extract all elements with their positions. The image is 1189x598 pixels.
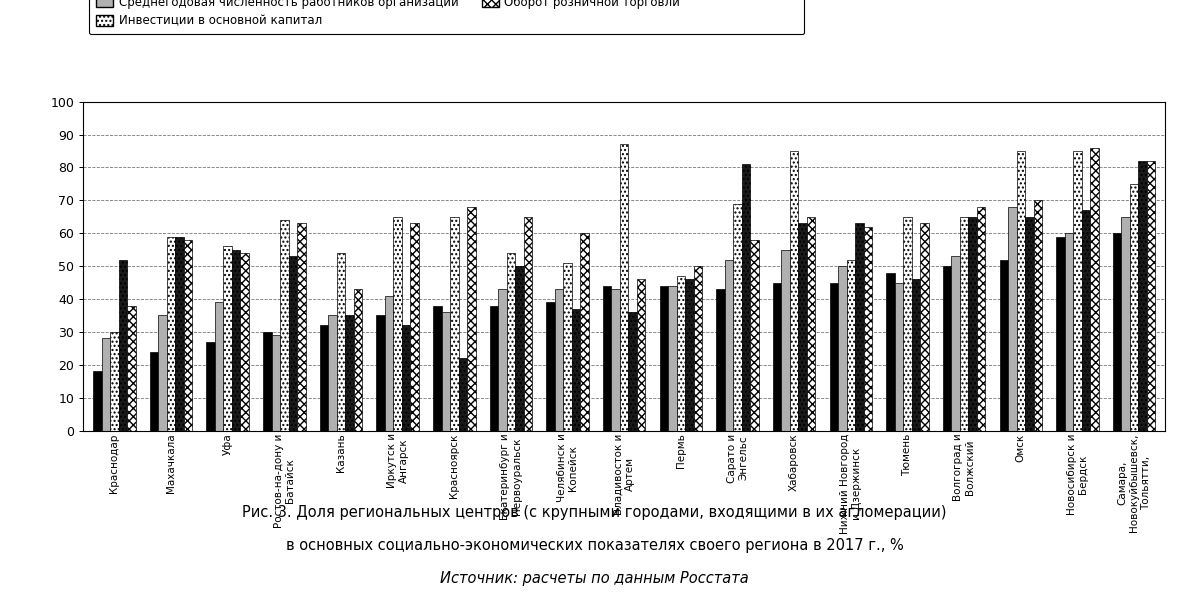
Bar [166, 237, 175, 431]
Bar [716, 289, 725, 431]
Bar [894, 282, 904, 431]
Bar [224, 246, 232, 431]
Bar [175, 237, 184, 431]
Text: Источник: расчеты по данным Росстата: Источник: расчеты по данным Росстата [440, 571, 749, 586]
Bar [158, 316, 166, 431]
Bar [920, 223, 929, 431]
Bar [904, 216, 912, 431]
Bar [1074, 151, 1082, 431]
Bar [1082, 210, 1090, 431]
Bar [564, 263, 572, 431]
Bar [637, 279, 646, 431]
Bar [943, 266, 951, 431]
Bar [1000, 260, 1008, 431]
Bar [912, 279, 920, 431]
Bar [127, 306, 136, 431]
Bar [215, 303, 224, 431]
Bar [410, 223, 419, 431]
Bar [377, 316, 385, 431]
Bar [951, 256, 960, 431]
Bar [629, 312, 637, 431]
Bar [977, 207, 986, 431]
Bar [734, 203, 742, 431]
Bar [1090, 148, 1099, 431]
Bar [1130, 184, 1138, 431]
Bar [1138, 161, 1147, 431]
Bar [232, 250, 240, 431]
Bar [394, 216, 402, 431]
Bar [433, 306, 441, 431]
Bar [781, 250, 789, 431]
Bar [693, 266, 703, 431]
Bar [336, 253, 345, 431]
Bar [207, 341, 215, 431]
Bar [93, 371, 101, 431]
Bar [449, 216, 459, 431]
Bar [1113, 233, 1121, 431]
Text: в основных социально-экономических показателях своего региона в 2017 г., %: в основных социально-экономических показ… [285, 538, 904, 553]
Bar [111, 332, 119, 431]
Bar [240, 253, 249, 431]
Bar [742, 164, 750, 431]
Bar [328, 316, 336, 431]
Bar [289, 256, 297, 431]
Bar [498, 289, 507, 431]
Bar [150, 352, 158, 431]
Bar [297, 223, 306, 431]
Bar [677, 276, 685, 431]
Bar [619, 145, 629, 431]
Text: Рис. 3. Доля региональных центров (с крупными городами, входящими в их агломерац: Рис. 3. Доля региональных центров (с кру… [243, 505, 946, 520]
Bar [855, 223, 863, 431]
Bar [402, 325, 410, 431]
Bar [546, 303, 555, 431]
Bar [668, 286, 677, 431]
Bar [271, 335, 281, 431]
Bar [838, 266, 847, 431]
Bar [830, 282, 838, 431]
Bar [807, 216, 816, 431]
Bar [490, 306, 498, 431]
Bar [725, 260, 734, 431]
Bar [385, 296, 394, 431]
Bar [467, 207, 476, 431]
Bar [685, 279, 693, 431]
Bar [1056, 237, 1064, 431]
Bar [580, 233, 589, 431]
Bar [611, 289, 619, 431]
Bar [863, 227, 872, 431]
Bar [1121, 216, 1130, 431]
Bar [441, 312, 449, 431]
Bar [281, 220, 289, 431]
Bar [523, 216, 533, 431]
Bar [968, 216, 977, 431]
Bar [320, 325, 328, 431]
Bar [960, 216, 968, 431]
Bar [1033, 200, 1042, 431]
Bar [799, 223, 807, 431]
Bar [1064, 233, 1074, 431]
Bar [847, 260, 855, 431]
Bar [459, 358, 467, 431]
Bar [789, 151, 799, 431]
Bar [750, 240, 759, 431]
Bar [515, 266, 523, 431]
Bar [1147, 161, 1156, 431]
Bar [263, 332, 271, 431]
Bar [184, 240, 193, 431]
Bar [603, 286, 611, 431]
Bar [1025, 216, 1033, 431]
Bar [1008, 207, 1017, 431]
Bar [119, 260, 127, 431]
Bar [353, 289, 363, 431]
Legend: Численность населения на 1 янв. 2018 г., Среднегодовая численность работников ор: Численность населения на 1 янв. 2018 г.,… [89, 0, 804, 35]
Bar [660, 286, 668, 431]
Bar [572, 309, 580, 431]
Bar [555, 289, 564, 431]
Bar [507, 253, 515, 431]
Bar [101, 338, 111, 431]
Bar [773, 282, 781, 431]
Bar [886, 273, 894, 431]
Bar [1017, 151, 1025, 431]
Bar [345, 316, 354, 431]
